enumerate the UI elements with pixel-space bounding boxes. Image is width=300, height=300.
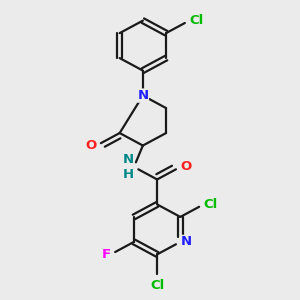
Text: N
H: N H	[123, 153, 134, 181]
Text: Cl: Cl	[189, 14, 203, 27]
Text: Cl: Cl	[150, 279, 164, 292]
Text: N: N	[137, 89, 148, 102]
Text: Cl: Cl	[203, 198, 218, 211]
Text: O: O	[180, 160, 192, 173]
Text: O: O	[85, 139, 97, 152]
Text: F: F	[102, 248, 111, 261]
Text: N: N	[180, 236, 191, 248]
